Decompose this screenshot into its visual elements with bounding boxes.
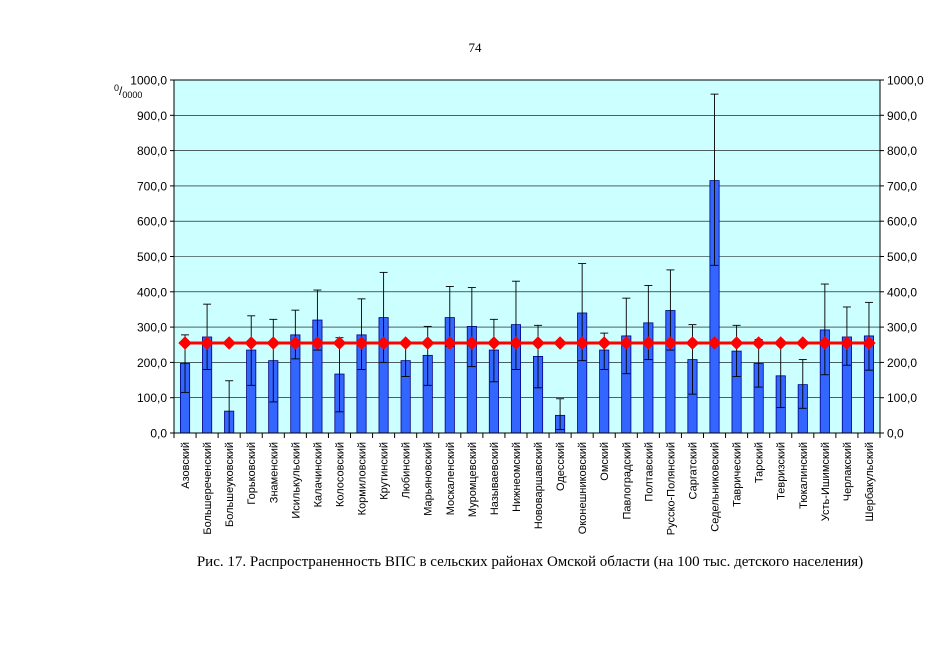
mean-marker <box>178 336 192 350</box>
y-tick-label-right: 900,0 <box>887 109 917 123</box>
x-category-label: Оконешниковский <box>577 442 589 534</box>
bar-chart: 0,0 0,0 100,0 100,0 200,0 200,0 300,0 300,0 400,… <box>114 74 924 536</box>
x-category-label: Русско-Полянский <box>665 442 677 535</box>
y-tick-label-right: 600,0 <box>887 215 917 229</box>
x-category-label: Любинский <box>401 442 413 499</box>
mean-marker <box>575 336 589 350</box>
x-category-label: Тарский <box>754 442 766 483</box>
x-category-label: Муромцевский <box>467 442 479 517</box>
x-category-label: Черлакский <box>842 442 854 501</box>
y-tick-label-left: 0,0 <box>150 427 167 441</box>
mean-marker <box>663 336 678 350</box>
y-tick-label-right: 800,0 <box>887 144 917 158</box>
y-tick-label-left: 600,0 <box>137 215 167 229</box>
x-category-label: Москаленский <box>445 442 457 515</box>
x-category-label: Называевский <box>489 442 501 515</box>
y-tick-label-right: 700,0 <box>887 179 917 193</box>
mean-marker <box>774 336 788 350</box>
mean-marker <box>332 336 347 350</box>
mean-marker <box>288 336 303 350</box>
x-category-label: Тюкалинский <box>798 442 810 509</box>
x-category-label: Полтавский <box>643 442 655 502</box>
mean-marker <box>641 336 656 350</box>
x-category-label: Одесский <box>555 442 567 491</box>
x-category-label: Знаменский <box>268 442 280 503</box>
mean-marker <box>487 336 501 350</box>
x-category-label: Исилькульский <box>290 442 302 519</box>
x-category-label: Усть-Ишимский <box>820 442 832 521</box>
mean-marker <box>597 336 611 350</box>
mean-marker <box>354 336 369 350</box>
mean-marker <box>685 336 700 350</box>
x-category-label: Тевризский <box>776 442 788 500</box>
mean-marker <box>553 336 567 350</box>
y-tick-label-right: 0,0 <box>887 427 904 441</box>
y-tick-label-right: 300,0 <box>887 321 917 335</box>
x-category-label: Большеуковский <box>224 442 236 527</box>
y-tick-label-right: 400,0 <box>887 285 917 299</box>
mean-marker <box>421 336 435 350</box>
x-category-label: Колосовский <box>334 442 346 507</box>
page-number: 74 <box>468 40 482 55</box>
mean-marker <box>222 336 236 350</box>
mean-marker <box>796 336 810 350</box>
x-category-label: Павлоградский <box>621 442 633 520</box>
y-tick-label-right: 500,0 <box>887 250 917 264</box>
mean-marker <box>531 336 545 350</box>
mean-marker <box>200 336 214 350</box>
x-category-label: Кормиловский <box>357 442 369 515</box>
mean-marker <box>707 336 722 350</box>
x-category-label: Нововаршавский <box>533 442 545 529</box>
x-category-label: Горьковский <box>246 442 258 505</box>
y-unit-label: 0/0000 <box>114 83 142 100</box>
mean-marker <box>751 336 766 350</box>
x-category-label: Марьяновский <box>423 442 435 516</box>
y-tick-label-left: 900,0 <box>137 109 167 123</box>
mean-marker <box>266 336 280 350</box>
mean-marker <box>818 336 832 350</box>
x-category-label: Саргатский <box>687 442 699 499</box>
x-category-label: Седельниковский <box>710 442 722 532</box>
mean-marker <box>310 336 325 350</box>
y-tick-label-left: 400,0 <box>137 285 167 299</box>
y-tick-label-left: 1000,0 <box>130 74 167 88</box>
y-tick-label-left: 700,0 <box>137 179 167 193</box>
x-category-label: Омский <box>599 442 611 481</box>
mean-marker <box>465 336 479 350</box>
mean-marker <box>840 336 854 350</box>
mean-marker <box>376 336 391 350</box>
mean-marker <box>509 336 523 350</box>
x-category-label: Калачинский <box>312 442 324 507</box>
plot-frame <box>173 79 881 434</box>
x-category-label: Таврический <box>732 442 744 507</box>
y-tick-label-left: 200,0 <box>137 356 167 370</box>
x-category-label: Шербакульский <box>864 442 876 521</box>
y-tick-label-right: 1000,0 <box>887 74 924 88</box>
y-tick-label-left: 300,0 <box>137 321 167 335</box>
x-category-label: Большереченский <box>202 442 214 535</box>
figure-caption: Рис. 17. Распространенность ВПС в сельск… <box>196 554 864 570</box>
mean-marker <box>862 336 876 350</box>
mean-marker <box>244 336 258 350</box>
x-category-label: Крутинский <box>379 442 391 500</box>
y-tick-label-left: 500,0 <box>137 250 167 264</box>
y-tick-label-left: 100,0 <box>137 391 167 405</box>
x-category-label: Нижнеомский <box>511 442 523 512</box>
y-tick-label-right: 200,0 <box>887 356 917 370</box>
x-category-label: Азовский <box>180 442 192 489</box>
mean-marker <box>398 336 413 350</box>
mean-marker <box>443 336 457 350</box>
y-tick-label-left: 800,0 <box>137 144 167 158</box>
mean-marker <box>729 336 744 350</box>
y-tick-label-right: 100,0 <box>887 391 917 405</box>
mean-marker <box>619 336 633 350</box>
